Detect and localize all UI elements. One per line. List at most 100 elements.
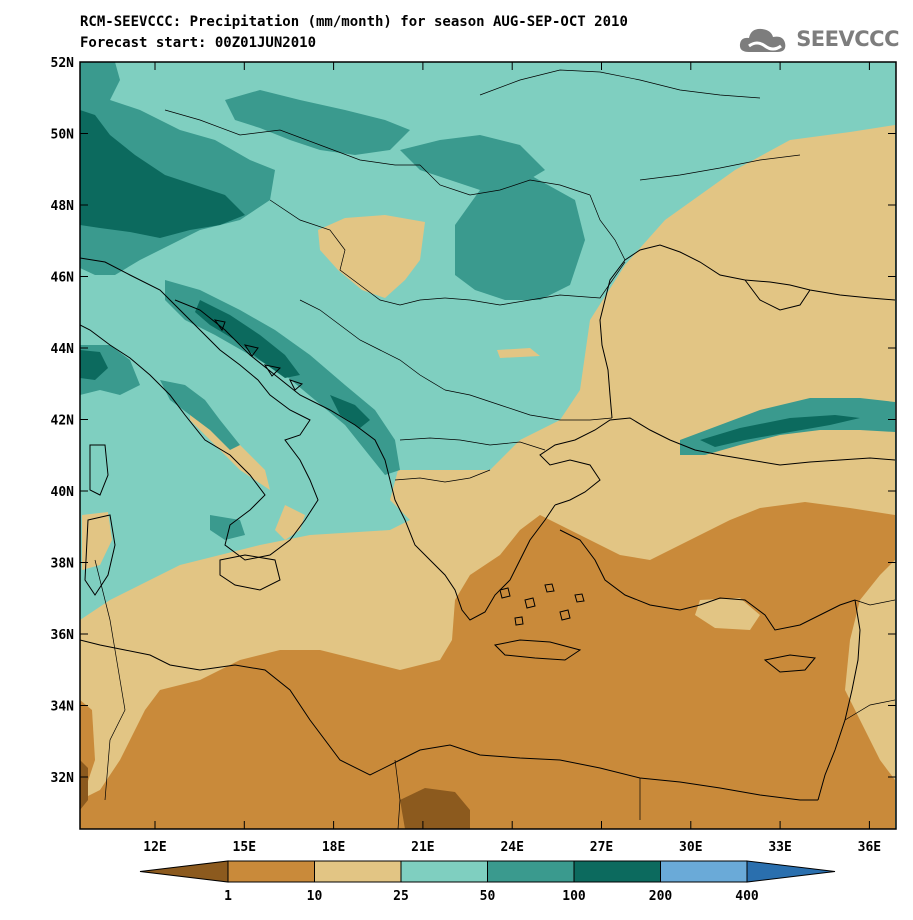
- border-10: [479, 69, 761, 99]
- coast-sicily: [219, 554, 281, 591]
- colorbar-segment: [573, 860, 661, 883]
- field-1-10-south: [80, 502, 895, 829]
- colorbar-segment: [487, 860, 575, 883]
- colorbar-label: 1: [224, 889, 232, 904]
- border-11: [639, 154, 801, 181]
- border-7: [399, 437, 546, 451]
- coast-crete: [493, 639, 582, 661]
- field-50-100-apennines: [160, 380, 240, 450]
- lon-label: 36E: [858, 840, 881, 855]
- map-frame: [79, 61, 897, 830]
- lon-label: 30E: [679, 840, 702, 855]
- lat-label: 36N: [51, 628, 75, 643]
- border-1: [164, 109, 420, 166]
- lat-label: 48N: [51, 199, 75, 214]
- field-below-1-west: [80, 760, 88, 810]
- field-100-200-montenegro: [330, 395, 370, 428]
- field-50-100-czech: [225, 90, 410, 155]
- lon-label: 21E: [411, 840, 434, 855]
- coast-aegean: [539, 417, 896, 506]
- border-15: [854, 599, 896, 606]
- lon-label: 15E: [233, 840, 256, 855]
- lon-label: 24E: [500, 840, 523, 855]
- lon-label: 18E: [322, 840, 345, 855]
- field-50-100-slovakia: [400, 135, 545, 190]
- coast-adriatic-east: [174, 299, 556, 621]
- field-10-25-sardinia: [82, 512, 112, 570]
- borders: [94, 69, 896, 829]
- colorbar-label: 10: [307, 889, 323, 904]
- field-10-25-hungary: [318, 215, 425, 298]
- field-10-25-turkey-coast: [695, 598, 760, 630]
- field-50-100-italy-west: [80, 345, 140, 395]
- lat-label: 42N: [51, 414, 75, 429]
- logo-text: SEEVCCC: [796, 27, 899, 51]
- lat-label: 34N: [51, 700, 75, 715]
- field-10-25-italy-south: [190, 395, 270, 490]
- coast-sardinia: [84, 514, 116, 596]
- lat-label: 44N: [51, 342, 75, 357]
- lat-label: 50N: [51, 128, 75, 143]
- coast-italy: [80, 257, 319, 561]
- lon-label: 27E: [590, 840, 613, 855]
- latitude-axis: 52N 50N 48N 46N 44N 42N 40N 38N 36N 34N 32N: [51, 56, 896, 786]
- lat-label: 52N: [51, 56, 75, 71]
- field-50-100-carpathians: [455, 175, 585, 300]
- border-16: [844, 699, 896, 721]
- border-12: [94, 559, 126, 801]
- border-6: [444, 389, 613, 421]
- colorbar-segment: [227, 860, 315, 883]
- coast-crimea: [744, 279, 811, 311]
- longitude-axis: 12E 15E 18E 21E 24E 27E 30E 33E 36E: [143, 62, 881, 855]
- border-9: [589, 194, 626, 261]
- coast-turkey-south: [559, 529, 856, 631]
- map-field: [80, 62, 896, 829]
- cloud-icon: [740, 28, 786, 52]
- lon-label: 33E: [768, 840, 791, 855]
- lon-label: 12E: [143, 840, 166, 855]
- map-title: RCM-SEEVCCC: Precipitation (mm/month) fo…: [80, 14, 628, 30]
- colorbar-segment: [400, 860, 488, 883]
- field-10-25-levant: [845, 560, 895, 780]
- lat-label: 32N: [51, 771, 75, 786]
- colorbar-segment: [314, 860, 402, 883]
- coast-levant: [817, 599, 861, 801]
- field-100-200-adriatic: [195, 300, 300, 378]
- border-5: [299, 299, 446, 391]
- colorbar-label: 200: [649, 889, 673, 904]
- seevccc-logo: SEEVCCC: [737, 24, 899, 54]
- border-8: [394, 469, 491, 483]
- coast-blacksea-west: [599, 259, 626, 419]
- border-3: [269, 199, 446, 306]
- border-4: [444, 261, 626, 306]
- field-1-10-westcoast: [80, 700, 95, 790]
- colorbar: 1 10 25 50 100 200 400: [139, 860, 836, 904]
- forecast-start-label: Forecast start: 00Z01JUN2010: [80, 35, 317, 51]
- coast-corsica: [89, 444, 109, 496]
- colorbar-segment-low: [139, 860, 229, 883]
- field-100-200-blacksea: [700, 415, 860, 447]
- field-below-1-libya: [400, 788, 470, 829]
- islands-dalmatia: [213, 319, 303, 391]
- coastlines: [80, 244, 896, 801]
- border-13: [394, 759, 401, 829]
- field-50-100-alps: [80, 62, 275, 275]
- colorbar-segment-high: [746, 860, 836, 883]
- field-10-25-bg-strip: [497, 348, 540, 358]
- field-100-200-north: [80, 110, 245, 238]
- colorbar-label: 50: [480, 889, 496, 904]
- field-50-100-dinarides: [165, 280, 400, 475]
- field-50-100-blacksea: [680, 398, 895, 455]
- field-10-25-east: [80, 125, 895, 829]
- coast-blacksea-north: [624, 244, 896, 301]
- field-10-25-calabria: [275, 505, 305, 540]
- border-2: [419, 164, 591, 196]
- lat-label: 40N: [51, 485, 75, 500]
- colorbar-label: 100: [562, 889, 586, 904]
- lat-label: 46N: [51, 271, 75, 286]
- field-100-200-italy-nw: [80, 350, 108, 380]
- colorbar-label: 400: [735, 889, 759, 904]
- coast-africa: [80, 639, 818, 801]
- coast-cyprus: [763, 654, 816, 673]
